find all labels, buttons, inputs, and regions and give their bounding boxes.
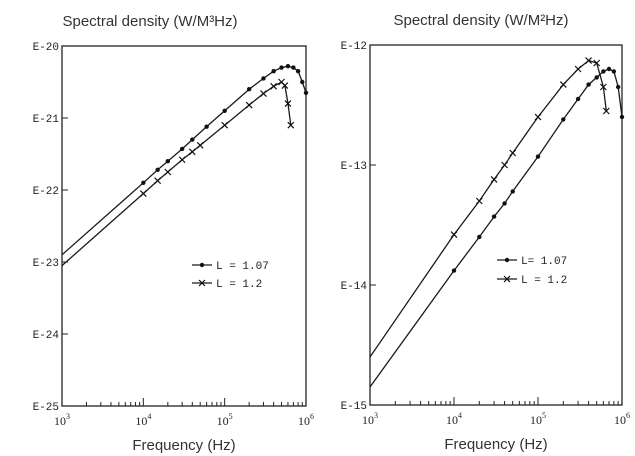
data-point	[611, 69, 617, 74]
data-point	[204, 124, 209, 129]
data-point	[593, 59, 601, 67]
data-point	[575, 96, 581, 102]
y-tick-label: E-25	[33, 402, 59, 414]
data-point	[284, 100, 292, 108]
y-tick-label: E-15	[341, 401, 367, 413]
y-tick-label: E-21	[33, 114, 60, 126]
x-axis-label: Frequency (Hz)	[444, 436, 547, 453]
legend-label: L = 1.2	[216, 279, 262, 291]
legend-label: L = 1.2	[521, 275, 567, 287]
data-point	[300, 79, 305, 85]
plot-frame	[369, 44, 623, 406]
chart-title: Spectral density (W/M³Hz)	[62, 13, 237, 30]
data-point	[279, 65, 284, 70]
data-point	[155, 167, 160, 173]
y-tick-label: E-12	[341, 41, 367, 53]
series-line	[61, 65, 307, 256]
data-point	[534, 113, 542, 121]
data-point	[606, 66, 612, 72]
data-point	[561, 117, 566, 122]
data-point	[287, 121, 295, 129]
legend-label: L = 1.07	[216, 261, 269, 273]
y-tick-label: E-22	[33, 186, 59, 198]
y-tick-label: E-14	[341, 281, 368, 293]
data-point	[246, 87, 252, 92]
data-point	[451, 268, 457, 273]
data-point	[245, 101, 253, 109]
data-point	[535, 154, 541, 159]
x-tick-label: 105	[217, 412, 233, 428]
data-point	[599, 83, 607, 91]
y-tick-label: E-24	[33, 330, 60, 342]
x-tick-label: 106	[298, 412, 314, 428]
legend-entry: L = 1.2	[497, 275, 567, 287]
data-point	[221, 121, 229, 129]
data-point	[164, 168, 172, 176]
data-point	[285, 63, 291, 69]
data-point	[281, 82, 289, 90]
data-point	[303, 90, 309, 96]
data-point	[188, 148, 196, 156]
x-tick-label: 104	[446, 411, 462, 427]
data-point	[602, 107, 610, 115]
y-tick-label: E-20	[33, 42, 59, 54]
data-point	[260, 90, 267, 97]
legend-label: L= 1.07	[521, 256, 567, 268]
data-point	[594, 75, 599, 80]
data-point	[615, 84, 621, 90]
data-point	[510, 189, 515, 194]
data-point	[179, 146, 185, 152]
data-point	[619, 114, 625, 120]
x-tick-label: 106	[614, 411, 630, 427]
x-tick-label: 103	[362, 411, 378, 427]
x-tick-label: 103	[54, 412, 70, 428]
data-point	[295, 69, 301, 74]
data-point	[291, 65, 296, 70]
data-point	[585, 57, 592, 65]
series-line	[369, 59, 607, 358]
data-point	[178, 156, 186, 164]
data-point	[601, 69, 606, 74]
data-point	[141, 180, 146, 185]
data-point	[190, 137, 195, 142]
data-point	[574, 65, 582, 73]
data-point	[154, 177, 162, 185]
data-point	[502, 201, 507, 206]
left-chart-panel: Spectral density (W/M³Hz)E-20 E-21 E-22 E-2…	[33, 13, 314, 454]
data-point	[261, 76, 266, 81]
legend-entry: L = 1.2	[192, 279, 262, 291]
data-point	[509, 149, 517, 157]
right-chart-panel: Spectral density (W/M²Hz) E-12 E-13 E-14 E-1…	[341, 12, 630, 453]
data-point	[139, 190, 147, 198]
chart-title: Spectral density (W/M²Hz)	[393, 12, 568, 29]
y-tick-label: E-13	[341, 161, 367, 173]
data-point	[270, 82, 278, 90]
x-tick-label: 105	[530, 411, 546, 427]
data-point	[586, 82, 591, 87]
data-point	[477, 234, 482, 240]
data-point	[501, 161, 508, 169]
data-point	[450, 231, 458, 239]
series-line	[61, 81, 292, 267]
x-axis-label: Frequency (Hz)	[132, 437, 235, 454]
x-tick-label: 104	[135, 412, 151, 428]
data-point	[165, 159, 171, 164]
data-point	[559, 81, 567, 89]
data-point	[490, 175, 498, 183]
legend-entry: L= 1.07	[497, 256, 567, 268]
data-point	[475, 197, 483, 205]
data-point	[196, 141, 204, 149]
data-point	[491, 214, 497, 219]
legend-entry: L = 1.07	[192, 261, 269, 273]
data-point	[271, 69, 276, 74]
plot-frame	[61, 45, 307, 407]
y-tick-label: E-23	[33, 258, 59, 270]
data-point	[222, 108, 227, 114]
series-line	[369, 68, 623, 388]
